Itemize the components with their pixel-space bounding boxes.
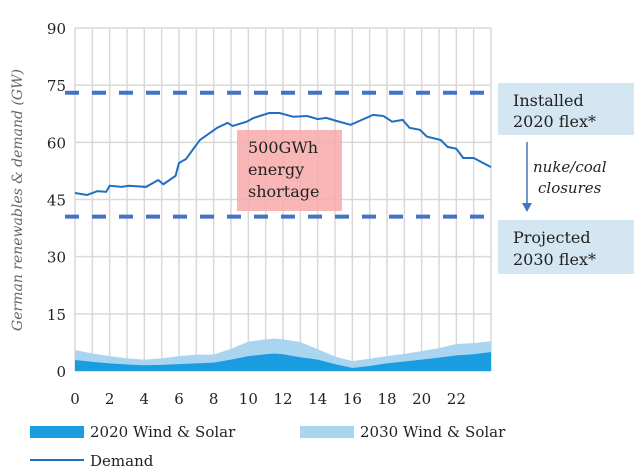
y-ticks: 0 15 30 45 60 75 90 xyxy=(47,20,66,381)
projected-line-1: Projected xyxy=(513,228,591,247)
legend-label-2030: 2030 Wind & Solar xyxy=(360,423,506,441)
y-tick-label: 15 xyxy=(47,306,66,324)
x-tick-label: 6 xyxy=(174,390,184,408)
x-tick-label: 22 xyxy=(447,390,466,408)
x-tick-label: 2 xyxy=(105,390,115,408)
y-tick-label: 45 xyxy=(47,192,66,210)
y-tick-label: 90 xyxy=(47,20,66,38)
shortage-box xyxy=(237,130,342,211)
y-tick-label: 30 xyxy=(47,249,66,267)
y-tick-label: 0 xyxy=(56,363,66,381)
areas xyxy=(75,338,491,371)
x-ticks: 0 2 4 6 8 10 12 14 16 18 20 22 xyxy=(70,390,466,408)
shortage-line-3: shortage xyxy=(248,182,319,201)
x-tick-label: 0 xyxy=(70,390,80,408)
x-tick-label: 12 xyxy=(273,390,292,408)
y-tick-label: 60 xyxy=(47,134,66,152)
reference-lines xyxy=(65,90,491,219)
arrow-head-icon xyxy=(522,203,532,212)
x-tick-label: 8 xyxy=(209,390,219,408)
legend-swatch-2020 xyxy=(30,426,84,438)
installed-line-2: 2020 flex* xyxy=(513,112,596,131)
legend-swatch-2030 xyxy=(300,426,354,438)
x-tick-label: 18 xyxy=(377,390,396,408)
legend-label-demand: Demand xyxy=(90,452,154,470)
arrow-text-2: closures xyxy=(538,179,602,197)
legend-label-2020: 2020 Wind & Solar xyxy=(90,423,236,441)
x-tick-label: 10 xyxy=(239,390,258,408)
installed-flex-box xyxy=(498,83,634,135)
projected-line-2: 2030 flex* xyxy=(513,250,596,269)
projected-flex-box xyxy=(498,220,634,274)
installed-line-1: Installed xyxy=(513,91,584,110)
shortage-line-1: 500GWh xyxy=(248,138,318,157)
x-tick-label: 14 xyxy=(308,390,327,408)
arrow-text-1: nuke/coal xyxy=(533,158,607,176)
area-2020-wind-solar xyxy=(75,351,491,371)
y-tick-label: 75 xyxy=(47,77,66,95)
x-tick-label: 4 xyxy=(140,390,150,408)
y-axis-label: German renewables & demand (GW) xyxy=(10,69,26,331)
x-tick-label: 16 xyxy=(343,390,362,408)
x-tick-label: 20 xyxy=(412,390,431,408)
demand-line xyxy=(74,111,492,196)
shortage-line-2: energy xyxy=(248,160,304,179)
